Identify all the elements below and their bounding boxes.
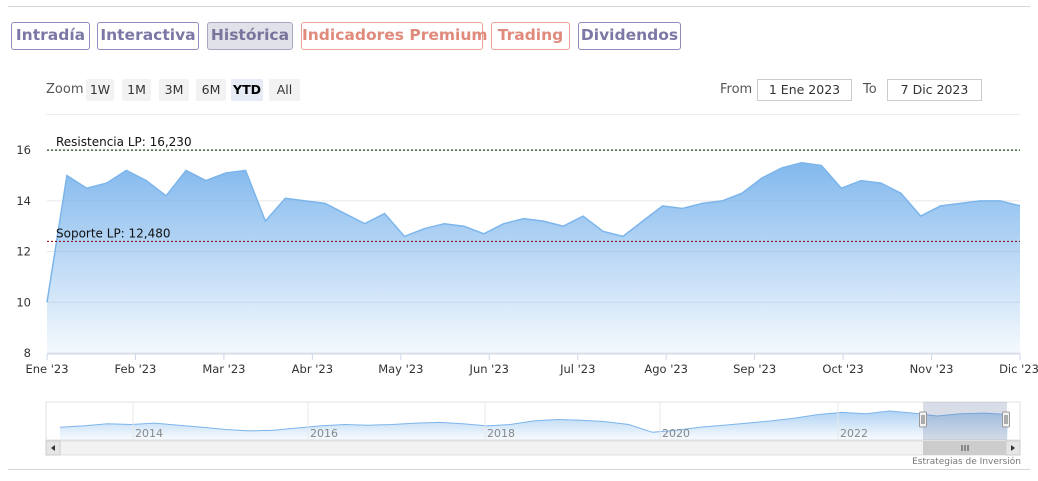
zoom-1m-button[interactable]: 1M [122, 79, 151, 101]
navigator-tick-label: 2016 [310, 427, 338, 440]
navigator-tick-label: 2022 [840, 427, 868, 440]
x-tick-label: Dic '23 [999, 362, 1038, 376]
zoom-1w-button[interactable]: 1W [86, 79, 114, 101]
navigator-tick-label: 2020 [662, 427, 690, 440]
tab-dividendos[interactable]: Dividendos [578, 22, 681, 50]
navigator-handle[interactable] [919, 411, 927, 428]
x-tick-label: Jun '23 [469, 362, 509, 376]
x-tick-label: Mar '23 [202, 362, 245, 376]
x-tick-label: Abr '23 [292, 362, 333, 376]
y-tick-label: 16 [16, 143, 31, 157]
navigator[interactable]: 2014 2016 2018 2020 2022 [45, 401, 1021, 456]
zoom-label: Zoom [46, 82, 84, 97]
x-tick-label: Oct '23 [822, 362, 863, 376]
arrow-left-icon [51, 445, 55, 451]
navigator-tick-label: 2014 [135, 427, 163, 440]
tab-historica[interactable]: Histórica [207, 22, 293, 50]
toolbar-divider [46, 114, 1020, 115]
navigator-tick-label: 2018 [487, 427, 515, 440]
tab-intradia[interactable]: Intradía [11, 22, 90, 50]
tab-trading[interactable]: Trading [491, 22, 570, 50]
x-tick-label: Feb '23 [115, 362, 157, 376]
y-tick-label: 12 [16, 245, 31, 259]
top-divider [8, 6, 1030, 7]
navigator-area [60, 411, 1008, 440]
y-tick-label: 14 [16, 194, 31, 208]
price-area-fill [47, 162, 1020, 353]
zoom-all-button[interactable]: All [269, 79, 300, 101]
arrow-right-icon [1011, 445, 1015, 451]
to-label: To [863, 82, 877, 97]
x-axis: Ene '23 Feb '23 Mar '23 Abr '23 May '23 Jun '… [25, 353, 1038, 376]
zoom-6m-button[interactable]: 6M [196, 79, 226, 101]
y-tick-label: 10 [16, 295, 31, 309]
tab-indicadores-premium[interactable]: Indicadores Premium [301, 22, 488, 50]
price-line [46, 162, 1021, 303]
x-tick-label: Ago '23 [644, 362, 688, 376]
plot-lines: Resistencia LP: 16,230 Soporte LP: 12,480 [47, 135, 1020, 243]
to-date-input[interactable]: 7 Dic 2023 [887, 79, 982, 101]
navigator-handle[interactable] [1002, 411, 1010, 428]
price-area [46, 162, 1021, 353]
zoom-ytd-button[interactable]: YTD [231, 79, 263, 101]
from-label: From [720, 82, 753, 97]
x-tick-label: Ene '23 [25, 362, 68, 376]
from-date-input[interactable]: 1 Ene 2023 [757, 79, 852, 101]
x-tick-label: Sep '23 [733, 362, 776, 376]
credit-label: Estrategias de Inversión [912, 457, 1021, 467]
plot-line-label: Resistencia LP: 16,230 [56, 135, 192, 149]
scrollbar-track [45, 440, 1021, 456]
tab-interactiva[interactable]: Interactiva [97, 22, 199, 50]
y-axis: 8 10 12 14 16 [16, 143, 31, 360]
x-tick-label: Nov '23 [910, 362, 954, 376]
navigator-selection [923, 402, 1007, 440]
bottom-divider [8, 469, 1030, 470]
y-tick-label: 8 [24, 346, 31, 360]
navigator-line [59, 410, 1009, 433]
x-tick-label: Jul '23 [559, 362, 595, 376]
x-tick-label: May '23 [378, 362, 423, 376]
zoom-3m-button[interactable]: 3M [159, 79, 189, 101]
plot-line-label: Soporte LP: 12,480 [56, 226, 171, 240]
